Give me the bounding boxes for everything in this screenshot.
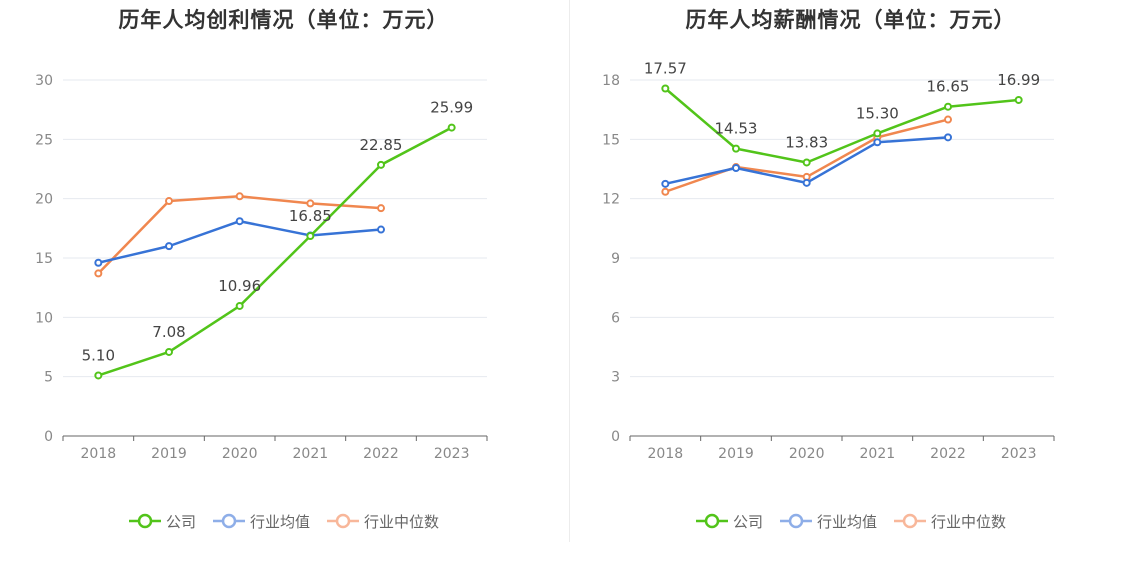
series-line-industry-avg bbox=[98, 219, 382, 264]
data-point-company[interactable] bbox=[447, 123, 456, 132]
data-point-company[interactable] bbox=[165, 347, 173, 356]
legend-industry-median-icon bbox=[894, 513, 926, 529]
data-point-company[interactable] bbox=[235, 301, 244, 310]
data-point-industry-median[interactable] bbox=[306, 199, 315, 208]
legend-company-icon bbox=[695, 513, 728, 529]
x-tick-label: 2021 bbox=[293, 446, 329, 462]
legend-item-industry-avg[interactable]: 行业均值 bbox=[212, 510, 310, 532]
data-point-industry-avg[interactable] bbox=[944, 133, 952, 142]
data-label: 16.65 bbox=[927, 78, 970, 96]
x-tick-label: 2018 bbox=[648, 446, 684, 462]
legend-item-company[interactable]: 公司 bbox=[128, 510, 196, 532]
data-point-industry-avg[interactable] bbox=[661, 179, 670, 188]
data-point-industry-median[interactable] bbox=[377, 204, 385, 213]
data-point-company[interactable] bbox=[94, 371, 103, 380]
data-label: 14.53 bbox=[715, 120, 758, 138]
legend-item-company[interactable]: 公司 bbox=[695, 510, 763, 532]
x-tick-label: 2022 bbox=[930, 446, 966, 462]
y-tick-label: 25 bbox=[35, 132, 53, 148]
profit-chart-svg: 0 5 10 15 20 25 30 2018 2019 2020 2021 2022 2023 5.10… bbox=[35, 73, 488, 462]
x-tick-label: 2020 bbox=[222, 446, 258, 462]
chart-panel-salary: 历年人均薪酬情况（单位：万元） 0 3 6 9 12 15 18 2018 2019 2020 20… bbox=[567, 0, 1134, 582]
data-point-industry-avg[interactable] bbox=[802, 178, 811, 187]
legend-company-icon bbox=[128, 513, 161, 529]
data-label: 16.85 bbox=[289, 207, 332, 225]
legend-label: 行业均值 bbox=[249, 512, 310, 531]
data-point-industry-median[interactable] bbox=[165, 197, 173, 206]
data-point-company[interactable] bbox=[377, 160, 385, 169]
x-tick-label: 2018 bbox=[81, 446, 117, 462]
legend-label: 行业中位数 bbox=[364, 512, 440, 531]
legend-label: 行业均值 bbox=[816, 512, 877, 531]
y-tick-label: 10 bbox=[35, 310, 53, 326]
y-tick-label: 9 bbox=[611, 251, 620, 267]
y-tick-label: 30 bbox=[35, 73, 53, 89]
data-point-company[interactable] bbox=[732, 144, 740, 153]
data-point-company[interactable] bbox=[802, 158, 811, 167]
data-label: 13.83 bbox=[785, 133, 828, 151]
x-tick-label: 2020 bbox=[789, 446, 825, 462]
y-tick-label: 12 bbox=[602, 192, 620, 208]
legend-industry-avg-icon bbox=[779, 513, 812, 529]
x-tick-label: 2022 bbox=[363, 446, 399, 462]
y-tick-label: 6 bbox=[611, 310, 620, 326]
salary-chart-svg: 0 3 6 9 12 15 18 2018 2019 2020 2021 2022 2023 17.57 1… bbox=[602, 60, 1055, 462]
legend-item-industry-median[interactable]: 行业中位数 bbox=[893, 510, 1006, 532]
data-point-company[interactable] bbox=[1014, 95, 1023, 104]
chart-title: 历年人均薪酬情况（单位：万元） bbox=[685, 8, 1016, 32]
data-point-industry-median[interactable] bbox=[661, 187, 670, 196]
legend: 公司 行业均值 行业中位数 bbox=[0, 510, 567, 532]
chart-panel-profit: 历年人均创利情况（单位：万元） 0 5 10 15 20 25 30 2018 2019 2020… bbox=[0, 8, 567, 532]
legend-item-industry-avg[interactable]: 行业均值 bbox=[779, 510, 877, 532]
y-tick-label: 0 bbox=[44, 429, 53, 445]
x-tick-label: 2019 bbox=[151, 446, 187, 462]
legend-label: 公司 bbox=[732, 512, 763, 531]
y-tick-label: 15 bbox=[602, 132, 620, 148]
legend-industry-avg-icon bbox=[212, 513, 245, 529]
series-line-company bbox=[664, 87, 1019, 164]
data-point-company[interactable] bbox=[944, 102, 952, 111]
data-point-company[interactable] bbox=[306, 232, 315, 241]
data-label: 5.10 bbox=[82, 346, 115, 364]
data-point-industry-avg[interactable] bbox=[165, 242, 173, 251]
chart-title: 历年人均创利情况（单位：万元） bbox=[118, 8, 449, 32]
x-tick-label: 2023 bbox=[1001, 446, 1037, 462]
y-tick-label: 5 bbox=[44, 370, 53, 386]
data-point-industry-median[interactable] bbox=[235, 192, 244, 201]
data-point-industry-avg[interactable] bbox=[235, 217, 244, 226]
data-label: 17.57 bbox=[644, 60, 687, 78]
data-point-industry-avg[interactable] bbox=[377, 225, 385, 234]
y-tick-label: 3 bbox=[611, 370, 620, 386]
data-point-industry-median[interactable] bbox=[944, 115, 952, 124]
data-label: 7.08 bbox=[152, 323, 185, 341]
data-point-industry-avg[interactable] bbox=[732, 164, 740, 173]
series-line-company bbox=[97, 126, 453, 377]
data-point-industry-median[interactable] bbox=[94, 269, 103, 278]
data-label: 10.96 bbox=[218, 277, 261, 295]
data-point-industry-avg[interactable] bbox=[94, 258, 103, 267]
legend: 公司 行业均值 行业中位数 bbox=[567, 510, 1134, 532]
panel-divider bbox=[569, 0, 570, 542]
y-tick-label: 15 bbox=[35, 251, 53, 267]
x-tick-label: 2021 bbox=[860, 446, 896, 462]
y-tick-label: 20 bbox=[35, 192, 53, 208]
x-tick-label: 2019 bbox=[718, 446, 754, 462]
data-label: 16.99 bbox=[997, 71, 1040, 89]
legend-item-industry-median[interactable]: 行业中位数 bbox=[326, 510, 439, 532]
y-tick-label: 0 bbox=[611, 429, 620, 445]
data-label: 22.85 bbox=[360, 136, 403, 154]
y-tick-label: 18 bbox=[602, 73, 620, 89]
legend-industry-median-icon bbox=[327, 513, 359, 529]
data-label: 15.30 bbox=[856, 104, 899, 122]
data-point-company[interactable] bbox=[661, 84, 670, 93]
data-point-company[interactable] bbox=[873, 129, 882, 138]
legend-label: 公司 bbox=[165, 512, 196, 531]
x-tick-label: 2023 bbox=[434, 446, 470, 462]
data-label: 25.99 bbox=[430, 99, 473, 117]
data-point-industry-avg[interactable] bbox=[873, 138, 882, 147]
legend-label: 行业中位数 bbox=[931, 512, 1007, 531]
